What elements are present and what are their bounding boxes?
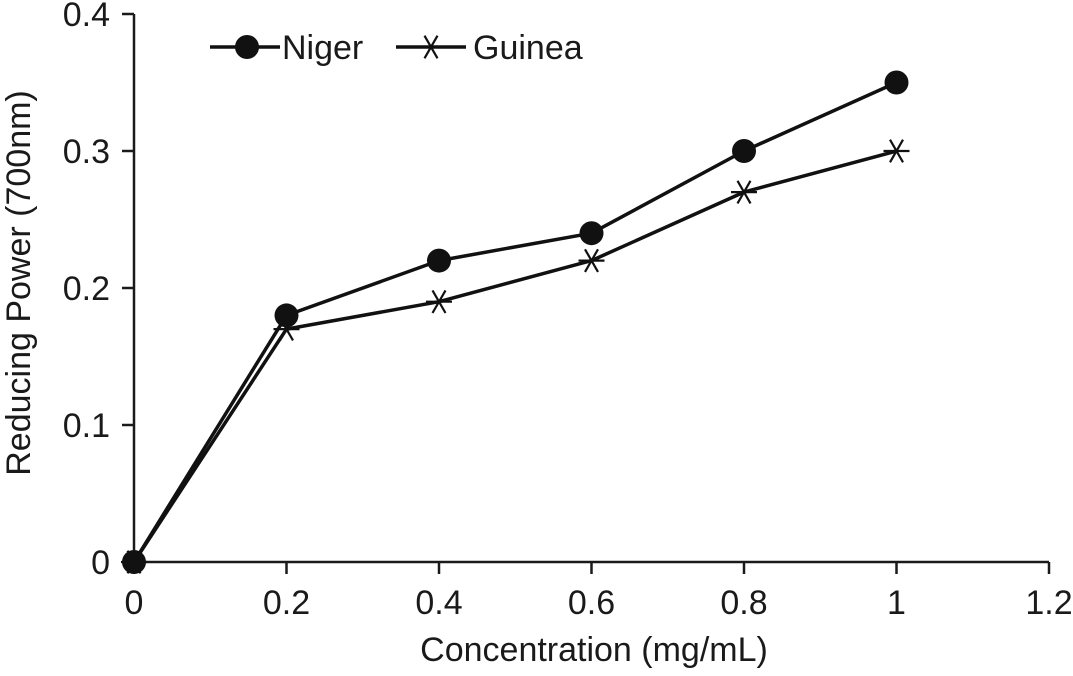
y-tick-label: 0.1 <box>63 407 110 445</box>
legend-item-niger: Niger <box>210 29 363 67</box>
data-point-niger <box>427 248 451 273</box>
y-tick-label: 0.4 <box>63 0 110 34</box>
legend-label-guinea: Guinea <box>473 29 583 67</box>
series-layer <box>121 70 910 574</box>
legend-marker-niger <box>235 35 259 59</box>
asterisk-stroke <box>584 248 599 273</box>
x-tick-label: 0.8 <box>720 584 767 622</box>
x-axis-title: Concentration (mg/mL) <box>420 631 768 669</box>
y-axis-title: Reducing Power (700nm) <box>0 90 38 476</box>
x-tick-label: 0.4 <box>415 584 462 622</box>
x-tick-label: 1.2 <box>1025 584 1072 622</box>
legend-item-guinea: Guinea <box>396 29 583 67</box>
data-point-niger <box>274 303 299 328</box>
y-tick-label: 0 <box>91 544 110 582</box>
ticks: 0 0.2 0.4 0.6 0.8 1 1.2 0 0.1 0.2 0.3 0.4 <box>63 0 1073 622</box>
data-point-niger <box>884 70 909 95</box>
asterisk-stroke <box>431 289 447 314</box>
x-tick-label: 0.6 <box>568 584 615 622</box>
data-point-guinea <box>883 139 910 163</box>
data-point-guinea <box>426 289 452 314</box>
series-line-guinea <box>132 149 897 563</box>
asterisk-stroke <box>736 180 752 204</box>
legend-marker-guinea <box>418 35 444 59</box>
axes <box>132 14 1049 564</box>
data-point-niger <box>122 550 146 574</box>
data-point-niger <box>579 221 604 246</box>
y-tick-label: 0.2 <box>63 270 110 308</box>
asterisk-stroke <box>423 35 439 59</box>
data-point-guinea <box>578 248 605 273</box>
series-line-niger <box>132 80 898 563</box>
asterisk-stroke <box>889 139 904 163</box>
y-tick-label: 0.3 <box>63 133 110 171</box>
legend-label-niger: Niger <box>282 29 363 67</box>
x-tick-label: 1 <box>887 584 906 622</box>
legend: Niger Guinea <box>210 29 583 67</box>
x-tick-label: 0.2 <box>263 584 310 622</box>
data-point-guinea <box>731 180 757 204</box>
x-tick-label: 0 <box>125 584 144 622</box>
data-point-niger <box>732 139 756 163</box>
